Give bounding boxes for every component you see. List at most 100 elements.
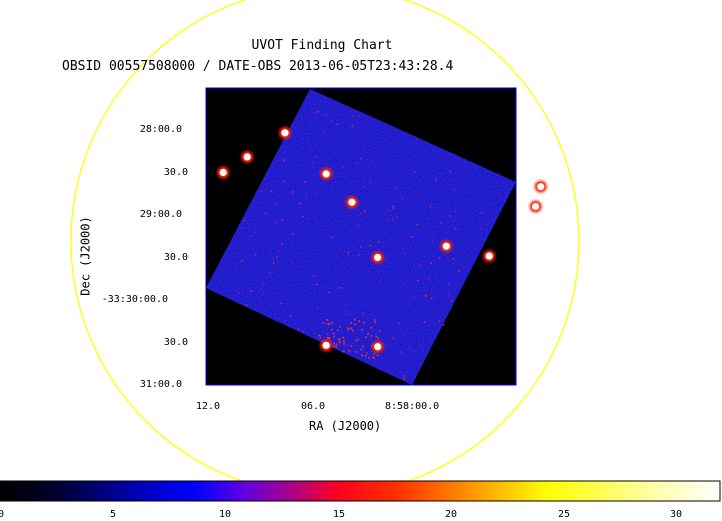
colorbar-tick: 25 bbox=[558, 509, 571, 520]
noise-speck bbox=[370, 326, 372, 329]
noise-speck bbox=[317, 110, 319, 113]
noise-speck bbox=[403, 282, 405, 284]
noise-speck bbox=[355, 339, 357, 342]
noise-speck bbox=[403, 375, 405, 377]
noise-speck bbox=[348, 349, 350, 352]
noise-speck bbox=[375, 335, 378, 338]
noise-speck bbox=[251, 234, 253, 237]
noise-speck bbox=[343, 350, 346, 352]
source-point bbox=[532, 202, 540, 211]
noise-speck bbox=[264, 212, 267, 214]
noise-speck bbox=[313, 275, 315, 277]
noise-speck bbox=[358, 320, 360, 322]
noise-speck bbox=[370, 161, 373, 164]
noise-speck bbox=[424, 294, 427, 296]
noise-speck bbox=[302, 330, 305, 333]
noise-speck bbox=[411, 236, 413, 238]
noise-speck bbox=[480, 211, 483, 213]
noise-speck bbox=[450, 299, 452, 302]
noise-speck bbox=[283, 180, 285, 182]
noise-speck bbox=[327, 323, 329, 326]
noise-speck bbox=[297, 328, 300, 331]
noise-speck bbox=[303, 181, 306, 183]
source-point bbox=[485, 252, 493, 260]
dec-tick: -33:30:00.0 bbox=[101, 294, 168, 305]
noise-speck bbox=[283, 320, 286, 322]
ra-tick: 12.0 bbox=[196, 401, 221, 412]
noise-speck bbox=[342, 350, 344, 353]
noise-speck bbox=[392, 207, 395, 209]
noise-speck bbox=[316, 283, 318, 285]
noise-speck bbox=[453, 189, 455, 191]
noise-speck bbox=[328, 323, 331, 325]
noise-speck bbox=[255, 254, 257, 256]
noise-speck bbox=[359, 212, 362, 215]
noise-speck bbox=[377, 337, 379, 339]
dec-tick: 31:00.0 bbox=[139, 379, 182, 390]
noise-speck bbox=[235, 263, 237, 265]
noise-speck bbox=[314, 175, 317, 177]
noise-speck bbox=[396, 216, 399, 218]
noise-speck bbox=[280, 302, 282, 305]
noise-speck bbox=[378, 281, 380, 284]
noise-speck bbox=[245, 304, 247, 306]
noise-speck bbox=[281, 219, 284, 222]
source-point bbox=[348, 198, 356, 206]
source-point bbox=[322, 341, 330, 349]
noise-speck bbox=[372, 356, 374, 359]
noise-speck bbox=[269, 272, 271, 274]
noise-speck bbox=[292, 233, 295, 235]
noise-speck bbox=[238, 292, 240, 294]
ra-tick: 06.0 bbox=[301, 401, 326, 412]
noise-speck bbox=[347, 327, 350, 330]
noise-speck bbox=[335, 343, 338, 346]
noise-speck bbox=[442, 324, 445, 326]
noise-speck bbox=[438, 320, 441, 322]
noise-speck bbox=[343, 342, 345, 345]
noise-speck bbox=[379, 330, 381, 332]
noise-speck bbox=[354, 319, 356, 321]
noise-speck bbox=[392, 218, 394, 220]
noise-speck bbox=[281, 243, 283, 245]
exposure-field bbox=[206, 89, 516, 385]
chart-subtitle: OBSID 00557508000 / DATE-OBS 2013-06-05T… bbox=[62, 59, 454, 74]
noise-speck bbox=[415, 138, 418, 140]
noise-speck bbox=[327, 333, 329, 335]
noise-speck bbox=[329, 168, 331, 170]
noise-speck bbox=[291, 261, 294, 264]
noise-speck bbox=[370, 335, 373, 337]
noise-speck bbox=[428, 277, 430, 280]
noise-speck bbox=[357, 224, 359, 226]
dec-tick: 28:00.0 bbox=[139, 124, 182, 135]
noise-speck bbox=[315, 112, 317, 114]
noise-speck bbox=[337, 338, 340, 341]
noise-speck bbox=[449, 170, 452, 173]
noise-speck bbox=[333, 342, 335, 345]
source-point bbox=[281, 129, 289, 137]
noise-speck bbox=[358, 115, 360, 118]
noise-speck bbox=[299, 202, 301, 205]
noise-speck bbox=[275, 203, 277, 206]
noise-speck bbox=[418, 264, 421, 267]
noise-speck bbox=[343, 251, 345, 253]
noise-speck bbox=[365, 336, 367, 338]
noise-speck bbox=[339, 325, 341, 328]
noise-speck bbox=[282, 159, 285, 161]
noise-speck bbox=[364, 355, 367, 357]
noise-speck bbox=[387, 219, 390, 221]
noise-speck bbox=[328, 291, 330, 294]
noise-speck bbox=[373, 352, 375, 355]
source-point bbox=[322, 170, 330, 178]
noise-speck bbox=[326, 337, 329, 339]
noise-speck bbox=[335, 346, 338, 348]
noise-speck bbox=[250, 290, 252, 292]
noise-speck bbox=[423, 321, 426, 324]
dec-tick: 29:00.0 bbox=[139, 209, 182, 220]
noise-speck bbox=[401, 198, 403, 200]
noise-speck bbox=[332, 332, 335, 335]
noise-speck bbox=[276, 256, 278, 258]
noise-speck bbox=[243, 219, 245, 222]
noise-speck bbox=[449, 215, 452, 217]
noise-speck bbox=[454, 210, 457, 212]
